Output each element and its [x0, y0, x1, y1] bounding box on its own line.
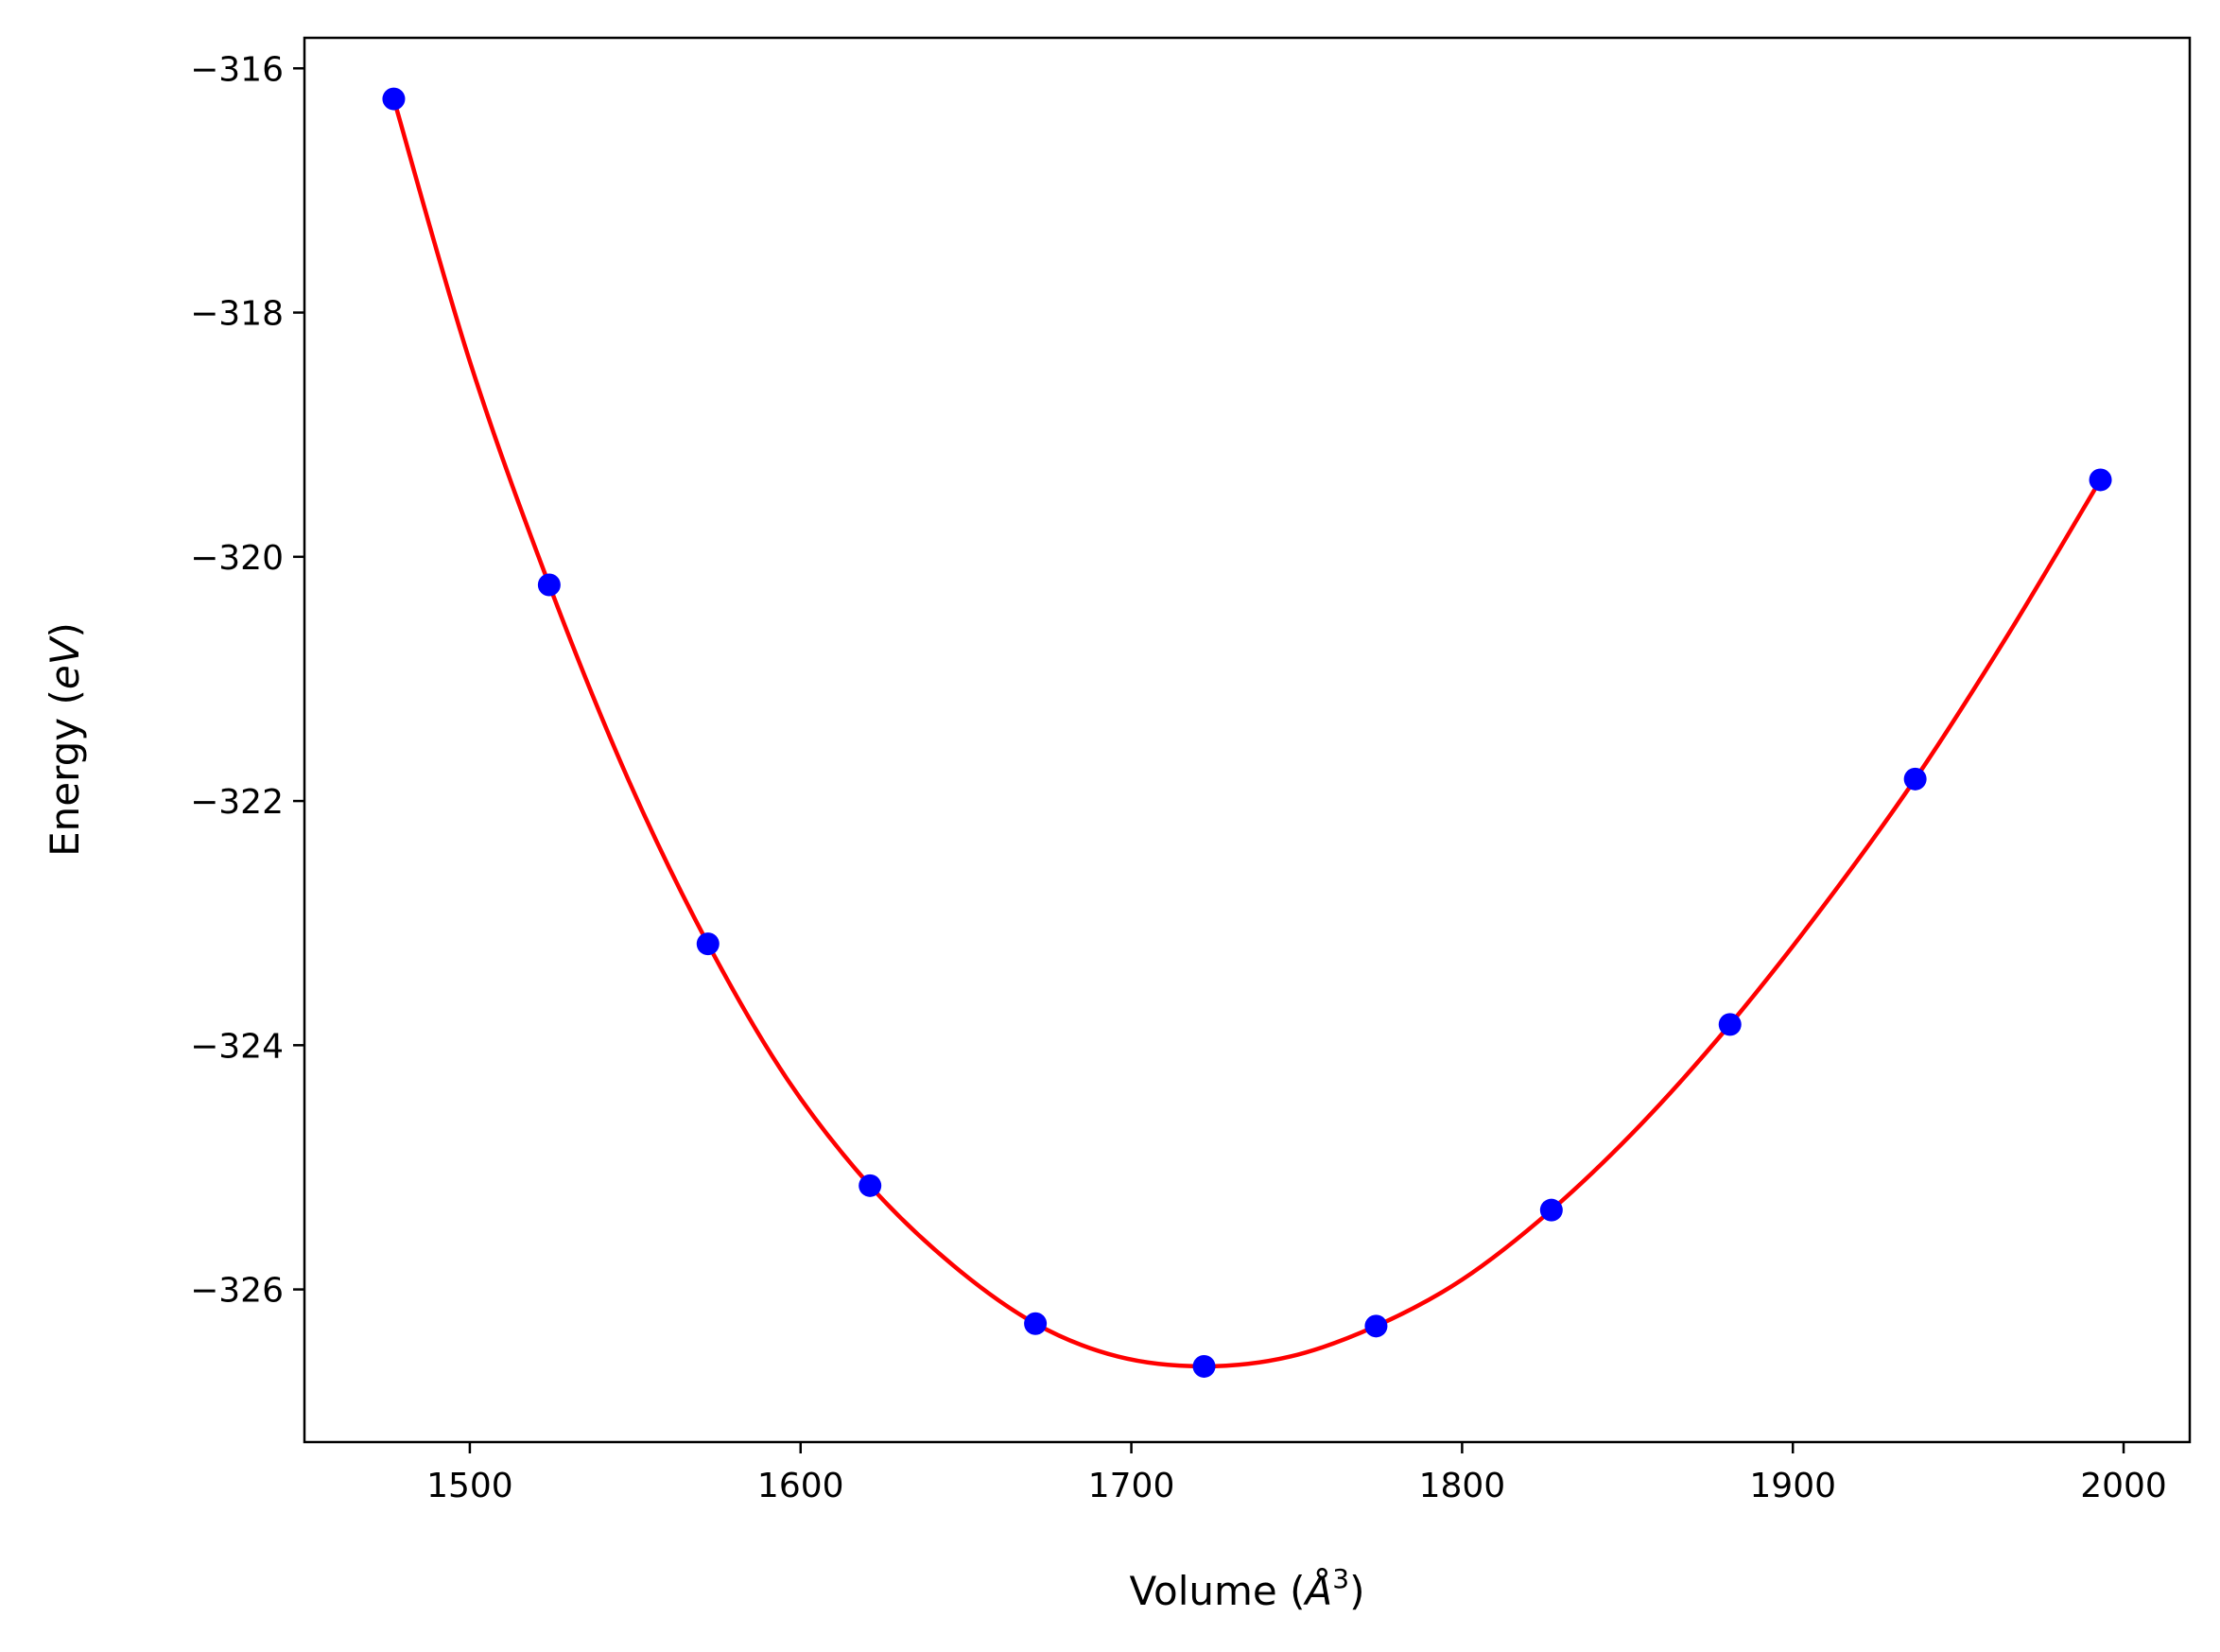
x-axis-unit-power: 3 [1332, 1563, 1349, 1594]
y-axis-unit: eV [42, 635, 88, 689]
y-tick-label: −324 [190, 1027, 284, 1066]
data-point [2089, 468, 2112, 492]
y-tick-label: −318 [190, 295, 284, 334]
data-point [859, 1174, 882, 1197]
x-tick-label: 1700 [1088, 1467, 1175, 1505]
plot-content [382, 87, 2112, 1378]
data-point [1024, 1312, 1048, 1335]
x-tick-label: 1500 [426, 1467, 513, 1505]
data-point [1903, 767, 1927, 791]
x-tick-label: 2000 [2080, 1467, 2167, 1505]
y-tick-label: −316 [190, 50, 284, 89]
data-point [382, 87, 406, 111]
plot-frame [303, 36, 2192, 1444]
y-tick-label: −326 [190, 1272, 284, 1311]
x-axis-label: Volume (Å3) [1130, 1563, 1365, 1614]
data-point [696, 932, 720, 956]
y-tick-label: −320 [190, 539, 284, 578]
y-axis-ticks: −326 −324 −322 −320 −318 −316 [190, 50, 304, 1311]
data-point [1539, 1198, 1563, 1222]
y-axis-label: Energy (eV) [42, 622, 88, 857]
fit-curve-line [391, 96, 2103, 1369]
x-axis-label-text: Volume [1130, 1568, 1277, 1614]
x-tick-label: 1900 [1749, 1467, 1836, 1505]
data-point [537, 573, 561, 597]
data-point [1192, 1354, 1216, 1378]
data-point [1364, 1314, 1388, 1338]
data-point [1718, 1013, 1742, 1036]
y-tick-label: −322 [190, 783, 284, 822]
x-axis-unit: Å [1303, 1567, 1333, 1614]
x-axis-ticks: 1500 1600 1700 1800 1900 2000 [426, 1442, 2167, 1505]
x-tick-label: 1800 [1419, 1467, 1506, 1505]
x-tick-label: 1600 [757, 1467, 844, 1505]
y-axis-label-text: Energy [42, 718, 88, 857]
